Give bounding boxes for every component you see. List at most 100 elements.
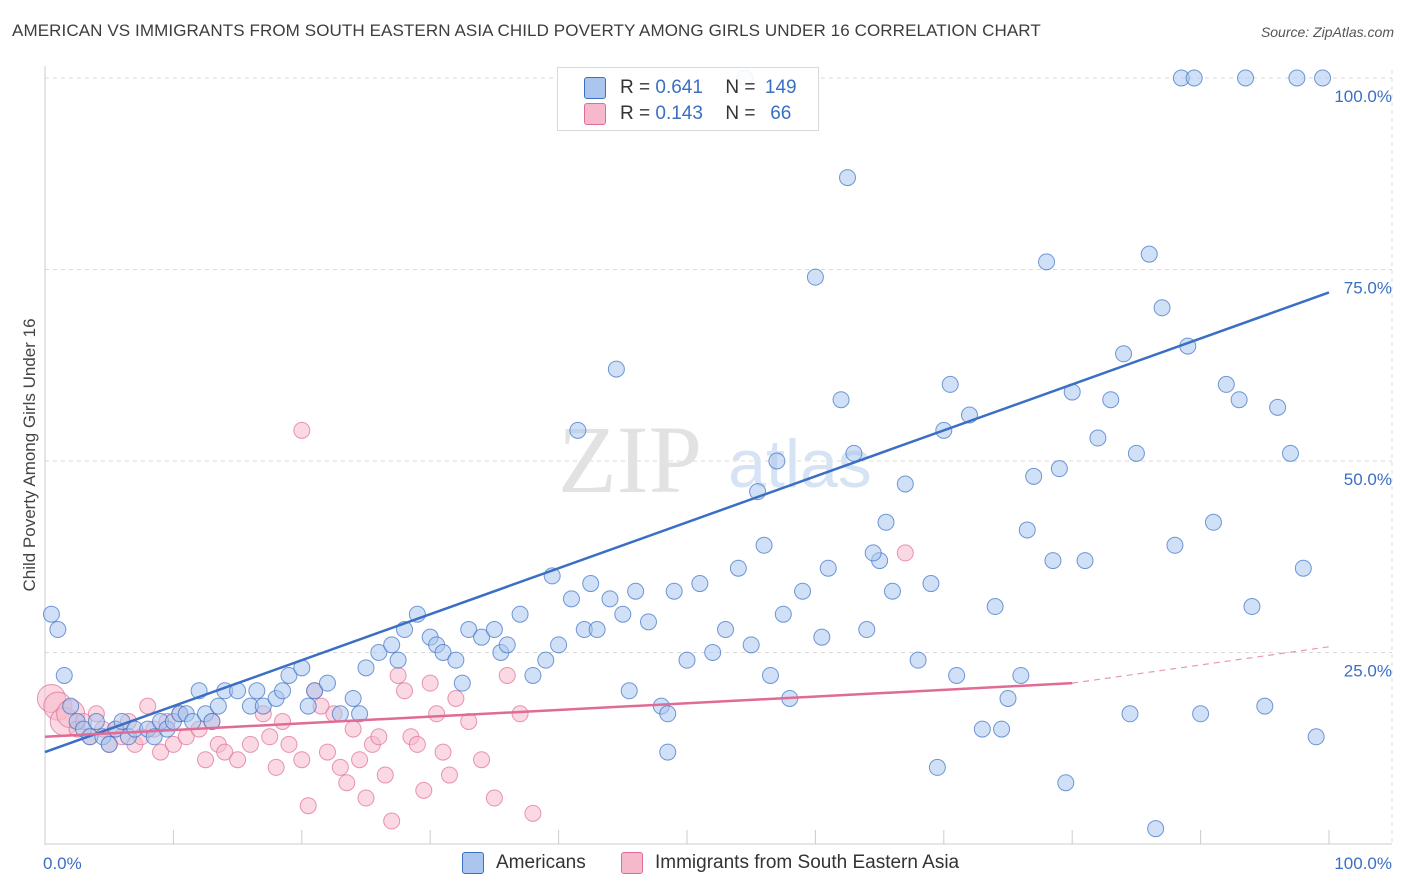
point-americans [331, 705, 349, 723]
point-americans [1038, 253, 1056, 271]
point-immigrants [216, 743, 234, 761]
point-americans [1217, 375, 1235, 393]
point-immigrants [370, 728, 388, 746]
point-americans [1057, 774, 1075, 792]
point-americans [948, 666, 966, 684]
point-americans [299, 697, 317, 715]
point-americans [665, 582, 683, 600]
point-americans [1204, 513, 1222, 531]
point-immigrants [498, 666, 516, 684]
point-immigrants [344, 720, 362, 738]
point-americans [1192, 705, 1210, 723]
point-americans [42, 605, 60, 623]
point-americans [832, 391, 850, 409]
point-americans [614, 605, 632, 623]
point-americans [1121, 705, 1139, 723]
point-americans [1153, 299, 1171, 317]
point-immigrants [389, 666, 407, 684]
point-americans [254, 697, 272, 715]
point-immigrants [357, 789, 375, 807]
watermark: ZIP atlas [558, 406, 872, 513]
point-americans [1089, 429, 1107, 447]
point-americans [813, 628, 831, 646]
x-tick-label: 0.0% [43, 854, 82, 873]
source-label: Source: ZipAtlas.com [1260, 24, 1394, 40]
legend-r-value: 0.641 [655, 77, 703, 98]
point-americans [1076, 552, 1094, 570]
legend-n-value: 149 [764, 77, 797, 98]
bottom-legend-immigrants: Immigrants from South Eastern Asia [621, 852, 959, 874]
point-americans [383, 636, 401, 654]
point-immigrants [447, 689, 465, 707]
point-americans [607, 360, 625, 378]
point-immigrants [896, 544, 914, 562]
point-americans [145, 728, 163, 746]
point-americans [774, 605, 792, 623]
point-immigrants [473, 751, 491, 769]
point-immigrants [351, 751, 369, 769]
point-americans [1243, 598, 1261, 616]
point-americans [511, 605, 529, 623]
point-americans [845, 444, 863, 462]
point-immigrants [164, 735, 182, 753]
series-americans-points [42, 69, 1332, 838]
point-americans [1147, 820, 1165, 838]
point-americans [1288, 69, 1306, 87]
point-americans [819, 559, 837, 577]
point-americans [909, 651, 927, 669]
point-americans [1102, 391, 1120, 409]
point-americans [1025, 467, 1043, 485]
point-americans [999, 689, 1017, 707]
point-americans [524, 666, 542, 684]
point-americans [62, 697, 80, 715]
bottom-legend-swatch-immigrants [621, 852, 643, 874]
legend-n-label: N = [725, 103, 756, 124]
point-americans [1140, 245, 1158, 263]
point-americans [1044, 552, 1062, 570]
point-americans [473, 628, 491, 646]
point-americans [755, 536, 773, 554]
y-tick-label: 25.0% [1344, 662, 1392, 681]
legend-swatch-immigrants [584, 103, 606, 125]
point-americans [993, 720, 1011, 738]
point-immigrants [421, 674, 439, 692]
trendline-americans [44, 291, 1330, 754]
point-americans [1314, 69, 1332, 87]
legend-r-label: R = [620, 103, 651, 124]
point-immigrants [408, 735, 426, 753]
point-immigrants [434, 743, 452, 761]
point-americans [588, 621, 606, 639]
point-immigrants [440, 766, 458, 784]
point-americans [858, 621, 876, 639]
point-americans [100, 735, 118, 753]
grid-lines [45, 70, 1393, 844]
point-americans [729, 559, 747, 577]
x-tick-label: 100.0% [1334, 854, 1392, 873]
point-americans [274, 682, 292, 700]
point-americans [691, 575, 709, 593]
point-americans [896, 475, 914, 493]
point-americans [986, 598, 1004, 616]
point-immigrants [338, 774, 356, 792]
point-americans [87, 712, 105, 730]
point-americans [1018, 521, 1036, 539]
point-americans [306, 682, 324, 700]
point-americans [498, 636, 516, 654]
stats-legend: R = 0.641 N = 149 R = 0.143 N = 66 [557, 67, 819, 131]
point-immigrants [485, 789, 503, 807]
point-americans [839, 169, 856, 187]
axes [44, 66, 1392, 845]
point-immigrants [415, 781, 433, 799]
point-americans [434, 644, 452, 661]
legend-swatch-americans [584, 77, 606, 99]
legend-r-label: R = [620, 77, 651, 98]
bottom-legend-americans: Americans [462, 852, 586, 874]
point-americans [447, 651, 465, 669]
point-americans [922, 575, 940, 593]
point-immigrants [293, 421, 311, 439]
point-americans [794, 582, 812, 600]
point-americans [678, 651, 696, 669]
point-americans [351, 705, 369, 723]
point-americans [1185, 69, 1203, 87]
point-americans [537, 651, 555, 669]
